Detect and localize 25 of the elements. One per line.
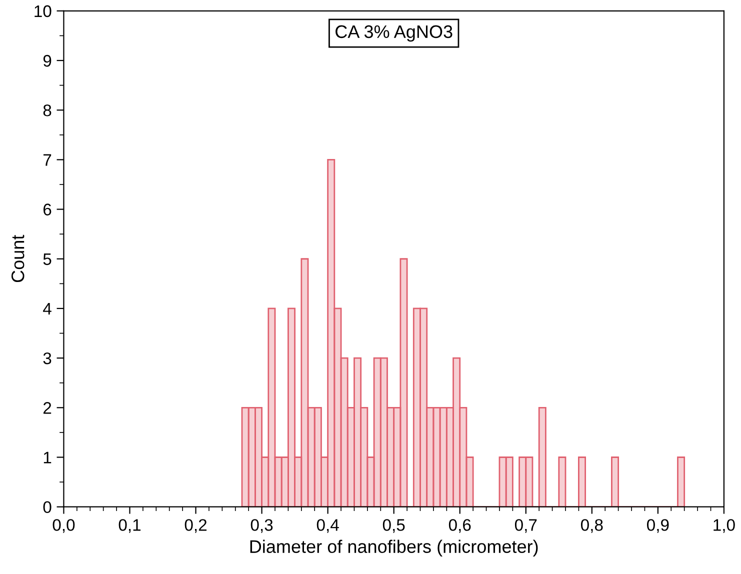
- y-tick-label: 10: [34, 5, 52, 18]
- x-tick-label: 0,1: [118, 519, 141, 533]
- y-tick-label: 2: [43, 402, 52, 414]
- y-tick-label: 0: [43, 501, 52, 514]
- y-tick-label: 8: [43, 104, 52, 116]
- x-axis-title: Diameter of nanofibers (micrometer): [250, 540, 538, 557]
- y-tick-label: 1: [44, 452, 52, 464]
- x-tick-label: 0,9: [647, 519, 669, 533]
- y-tick-label: 5: [43, 253, 52, 266]
- y-tick-label: 9: [43, 54, 52, 67]
- x-tick-label: 0,5: [382, 519, 405, 533]
- text: CA 3% AgNO3: [336, 25, 452, 42]
- x-tick-label: 0,0: [52, 519, 75, 533]
- x-tick-label: 0,6: [448, 519, 471, 533]
- x-tick-label: 0,4: [316, 519, 339, 533]
- y-tick-label: 4: [43, 303, 52, 315]
- x-tick-label: 0,3: [250, 519, 273, 533]
- x-tick-label: 1,0: [714, 519, 735, 533]
- x-tick-label: 0,2: [184, 519, 207, 533]
- y-tick-label: 7: [44, 154, 52, 166]
- x-tick-label: 0,7: [514, 519, 537, 533]
- y-axis-title: Count: [11, 234, 24, 282]
- y-tick-label: 3: [43, 352, 52, 364]
- y-tick-label: 6: [44, 204, 52, 216]
- x-tick-label: 0,8: [580, 519, 603, 533]
